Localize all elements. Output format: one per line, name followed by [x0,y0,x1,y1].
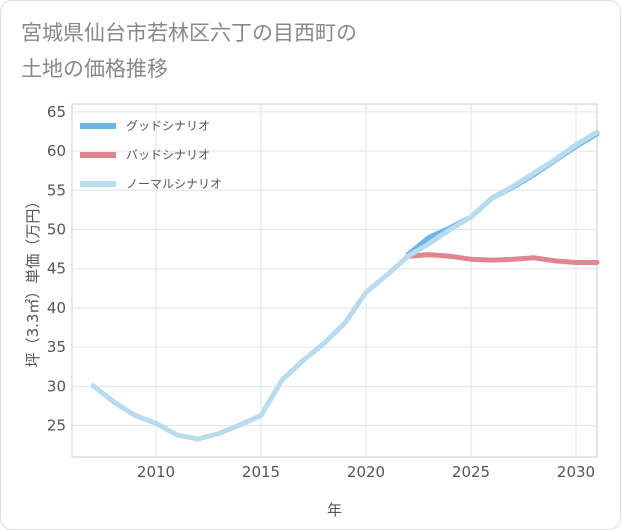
x-tick-label: 2030 [557,463,595,481]
x-tick-label: 2015 [242,463,280,481]
chart-title-line1: 宮城県仙台市若林区六丁の目西町の [21,21,357,45]
y-axis-label: 坪（3.3㎡）単価（万円） [24,194,42,368]
y-tick-label: 25 [47,417,66,435]
y-tick-label: 45 [47,260,66,278]
plot-area [71,103,598,458]
series-line-2 [405,252,600,265]
x-tick-label: 2020 [347,463,385,481]
y-tick-label: 65 [47,103,66,121]
y-tick-label: 60 [47,142,66,160]
x-tick-label: 2025 [452,463,490,481]
y-tick-label: 30 [47,377,66,395]
series-line-3 [90,129,600,442]
y-tick-label: 50 [47,221,66,239]
legend-label-2: バッドシナリオ [126,148,210,162]
chart-title: 宮城県仙台市若林区六丁の目西町の 土地の価格推移 [21,15,601,87]
x-tick-label: 2010 [137,463,175,481]
x-axis-label: 年 [327,501,342,519]
y-tick-label: 40 [47,299,66,317]
legend-label-3: ノーマルシナリオ [126,177,222,191]
y-tick-label: 55 [47,181,66,199]
legend-label-1: グッドシナリオ [126,119,210,133]
y-tick-label: 35 [47,338,66,356]
chart-title-line2: 土地の価格推移 [21,57,168,81]
